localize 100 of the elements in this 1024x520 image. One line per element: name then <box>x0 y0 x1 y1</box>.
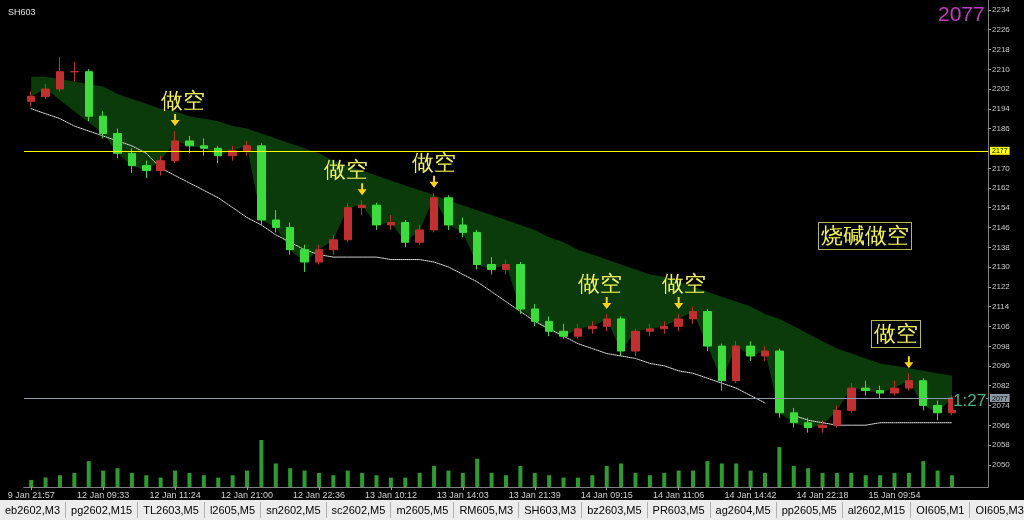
candlestick <box>329 234 338 256</box>
bar <box>834 472 839 487</box>
candlestick <box>631 328 640 357</box>
y-tick-label: 2170 <box>992 163 1011 173</box>
bar <box>129 472 134 487</box>
candlestick <box>559 323 568 340</box>
annotation: 2077 <box>938 2 985 25</box>
candlestick <box>257 142 266 226</box>
bar <box>906 472 911 487</box>
bar <box>115 468 120 487</box>
annotation: 做空 <box>324 157 369 183</box>
bar <box>86 461 91 487</box>
x-tick-label: 14 Jan 11:06 <box>652 489 705 500</box>
candlestick <box>804 417 812 434</box>
y-tick-label: 2154 <box>992 203 1011 213</box>
bar <box>360 472 365 487</box>
bar <box>921 461 926 487</box>
y-tick-label: 2050 <box>992 460 1011 470</box>
bar <box>316 472 321 487</box>
candlestick <box>185 135 194 154</box>
bar <box>403 477 408 487</box>
y-tick-label: 2194 <box>992 104 1011 114</box>
bar <box>489 472 494 487</box>
bar <box>288 468 293 487</box>
y-tick-label: 2146 <box>992 222 1011 232</box>
text: TL2603,M5 <box>138 502 205 518</box>
bar <box>374 475 379 487</box>
bar <box>101 470 106 487</box>
text: pp2605,M5 <box>776 502 843 518</box>
y-tick-label: 2234 <box>992 5 1011 15</box>
candlestick <box>401 219 409 248</box>
x-tick-label: 14 Jan 14:42 <box>724 489 777 500</box>
candlestick <box>516 261 525 315</box>
text: SH603 <box>8 6 36 17</box>
bar <box>72 472 77 487</box>
x-tick-label: 12 Jan 11:24 <box>149 489 201 500</box>
bar <box>590 475 595 487</box>
text: SH603,M3 <box>519 502 583 518</box>
bar <box>518 465 523 487</box>
x-tick-label: 15 Jan 09:54 <box>868 489 921 500</box>
text: OI605,M1 <box>911 502 971 518</box>
y-tick-label: 2130 <box>992 262 1011 272</box>
bar <box>748 470 753 487</box>
bar <box>892 472 897 487</box>
y-tick-label: 2106 <box>992 321 1011 331</box>
x-tick-label: 13 Jan 10:12 <box>364 489 417 500</box>
candlestick <box>502 259 510 275</box>
bar <box>302 470 307 487</box>
candlestick <box>847 382 856 414</box>
candlestick <box>142 160 151 179</box>
y-tick-label: 2162 <box>992 183 1011 193</box>
bar <box>619 463 624 487</box>
y-tick-label: 2058 <box>992 440 1011 450</box>
bar <box>950 475 955 487</box>
bar <box>345 470 350 487</box>
candlestick <box>85 68 93 122</box>
candlestick <box>27 90 35 107</box>
candlestick <box>818 419 827 434</box>
candlestick <box>718 343 726 392</box>
bar <box>575 477 580 487</box>
bar <box>144 475 149 487</box>
candlestick <box>861 380 870 397</box>
bar <box>849 472 854 487</box>
candlestick <box>387 214 395 231</box>
candlestick <box>171 130 179 164</box>
candlestick <box>358 199 366 216</box>
y-tick-label: 2226 <box>992 25 1011 35</box>
candlestick <box>761 345 769 362</box>
x-tick-label: 14 Jan 09:15 <box>580 489 633 500</box>
bar <box>561 477 566 487</box>
candlestick <box>300 244 309 273</box>
bar <box>158 477 163 487</box>
candlestick <box>459 217 467 238</box>
bar <box>503 475 509 487</box>
text: pg2602,M15 <box>66 502 139 518</box>
candlestick <box>372 202 381 231</box>
y-tick-label: 2202 <box>992 84 1011 94</box>
candlestick <box>99 110 107 139</box>
bar <box>820 472 825 487</box>
text: m2605,M5 <box>391 502 455 518</box>
annotation: 做空 <box>161 88 206 114</box>
candlestick <box>315 244 323 266</box>
text: eb2602,M3 <box>0 502 67 518</box>
x-tick-label: 12 Jan 21:00 <box>220 489 274 500</box>
bar <box>878 475 883 487</box>
y-tick-label: 2122 <box>992 282 1011 292</box>
bar <box>604 465 609 487</box>
candlestick <box>128 147 136 174</box>
text: OI605,M3 <box>970 502 1024 518</box>
text: PR603,M5 <box>647 502 711 518</box>
bar <box>216 477 221 487</box>
x-tick-label: 9 Jan 21:57 <box>7 489 55 500</box>
candlestick <box>617 315 625 357</box>
candlestick <box>833 404 841 429</box>
bar <box>806 468 811 487</box>
text: ag2604,M5 <box>710 502 777 518</box>
text: sc2602,M5 <box>326 502 392 518</box>
bar <box>43 477 48 487</box>
bar <box>432 465 437 487</box>
candlestick <box>444 194 453 231</box>
